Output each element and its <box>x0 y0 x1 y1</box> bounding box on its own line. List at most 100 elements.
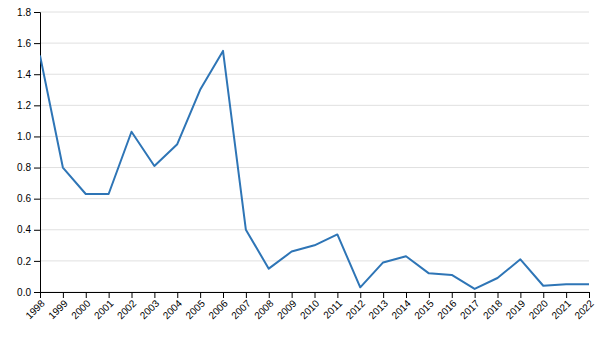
y-tick-label: 1.8 <box>17 7 31 18</box>
x-tick-label: 2015 <box>412 297 436 321</box>
x-tick-label: 1999 <box>46 297 70 321</box>
x-tick-label: 2018 <box>481 297 505 321</box>
x-tick: 2012 <box>344 292 368 321</box>
x-tick-label: 1998 <box>23 297 47 321</box>
x-tick-mark <box>589 292 590 298</box>
y-tick-label: 0.6 <box>17 193 31 204</box>
x-tick-mark <box>475 292 476 298</box>
x-tick-label: 2013 <box>366 297 390 321</box>
x-tick-label: 2019 <box>504 297 528 321</box>
x-tick: 2019 <box>504 292 528 321</box>
y-tick-mark <box>34 199 40 200</box>
x-tick-label: 2011 <box>321 297 344 320</box>
x-tick-label: 2009 <box>275 297 299 321</box>
x-tick-mark <box>520 292 521 298</box>
x-tick: 2000 <box>69 292 93 321</box>
y-axis-line <box>34 13 41 293</box>
x-tick: 2017 <box>458 292 482 321</box>
x-tick-label: 2021 <box>549 297 573 321</box>
y-tick-mark <box>34 168 40 169</box>
chart: 0.00.20.40.60.81.01.21.41.61.81998199920… <box>0 0 605 340</box>
grid-line <box>40 229 589 230</box>
x-tick: 2002 <box>115 292 139 321</box>
x-tick: 2003 <box>138 292 162 321</box>
x-tick: 2022 <box>572 292 596 321</box>
x-tick: 2006 <box>206 292 230 321</box>
x-tick-mark <box>246 292 247 298</box>
x-tick: 2015 <box>412 292 436 321</box>
y-tick-mark <box>34 136 40 137</box>
x-tick-mark <box>132 292 133 298</box>
x-tick-label: 2017 <box>458 297 482 321</box>
x-tick: 2008 <box>252 292 276 321</box>
x-tick-label: 2014 <box>389 297 413 321</box>
x-tick-mark <box>406 292 407 298</box>
x-tick-mark <box>452 292 453 298</box>
grid-line <box>40 43 589 44</box>
grid-line <box>40 260 589 261</box>
x-tick-mark <box>566 292 567 298</box>
x-tick-mark <box>360 292 361 298</box>
y-tick: 1.0 <box>17 131 40 142</box>
plot-area: 0.00.20.40.60.81.01.21.41.61.81998199920… <box>17 7 596 321</box>
y-tick-label: 1.2 <box>17 100 31 111</box>
y-tick: 0.2 <box>17 256 40 267</box>
y-tick: 0.8 <box>17 162 40 173</box>
grid-line <box>40 74 589 75</box>
x-tick: 2011 <box>321 292 344 321</box>
x-tick: 2021 <box>549 292 573 321</box>
grid <box>40 12 589 292</box>
y-tick: 0.4 <box>17 224 40 235</box>
x-tick: 2004 <box>161 292 185 321</box>
y-tick-mark <box>34 12 40 13</box>
x-tick-mark <box>63 292 64 298</box>
x-tick: 2001 <box>92 292 116 321</box>
x-tick-label: 2008 <box>252 297 276 321</box>
x-axis: 1998199920002001200220032004200520062007… <box>23 292 596 321</box>
y-tick-label: 1.6 <box>17 38 31 49</box>
y-axis: 0.00.20.40.60.81.01.21.41.61.8 <box>17 7 40 298</box>
x-tick: 2010 <box>298 292 322 321</box>
x-tick-label: 2012 <box>344 297 368 321</box>
x-axis-line <box>41 293 590 299</box>
x-tick-mark <box>498 292 499 298</box>
x-tick-label: 2010 <box>298 297 322 321</box>
x-tick: 2007 <box>229 292 253 321</box>
x-tick-mark <box>543 292 544 298</box>
x-tick: 2016 <box>435 292 459 321</box>
grid-line <box>40 136 589 137</box>
marks <box>40 51 589 289</box>
x-tick-mark <box>383 292 384 298</box>
x-tick: 1998 <box>23 292 47 321</box>
grid-line <box>40 105 589 106</box>
x-tick-label: 2007 <box>229 297 253 321</box>
x-tick-label: 2002 <box>115 297 139 321</box>
y-tick-label: 1.4 <box>17 69 31 80</box>
y-tick-mark <box>34 74 40 75</box>
x-tick-label: 2020 <box>527 297 551 321</box>
y-tick-mark <box>34 43 40 44</box>
y-tick: 1.6 <box>17 38 40 49</box>
y-tick: 0.6 <box>17 193 40 204</box>
x-tick-label: 2022 <box>572 297 596 321</box>
x-tick-mark <box>109 292 110 298</box>
x-tick-mark <box>86 292 87 298</box>
y-tick-mark <box>34 230 40 231</box>
x-tick-label: 2001 <box>92 297 116 321</box>
x-tick-mark <box>154 292 155 298</box>
y-tick-mark <box>34 292 40 293</box>
x-tick: 2013 <box>366 292 390 321</box>
x-tick-label: 2000 <box>69 297 93 321</box>
grid-line <box>40 167 589 168</box>
y-tick-label: 0.2 <box>17 256 31 267</box>
x-tick: 2020 <box>527 292 551 321</box>
y-tick-mark <box>34 261 40 262</box>
x-tick-mark <box>429 292 430 298</box>
x-tick-mark <box>337 292 338 298</box>
x-tick: 2009 <box>275 292 299 321</box>
x-tick-mark <box>292 292 293 298</box>
x-tick-label: 2003 <box>138 297 162 321</box>
x-tick-mark <box>40 292 41 298</box>
x-tick-mark <box>315 292 316 298</box>
x-tick: 2014 <box>389 292 413 321</box>
